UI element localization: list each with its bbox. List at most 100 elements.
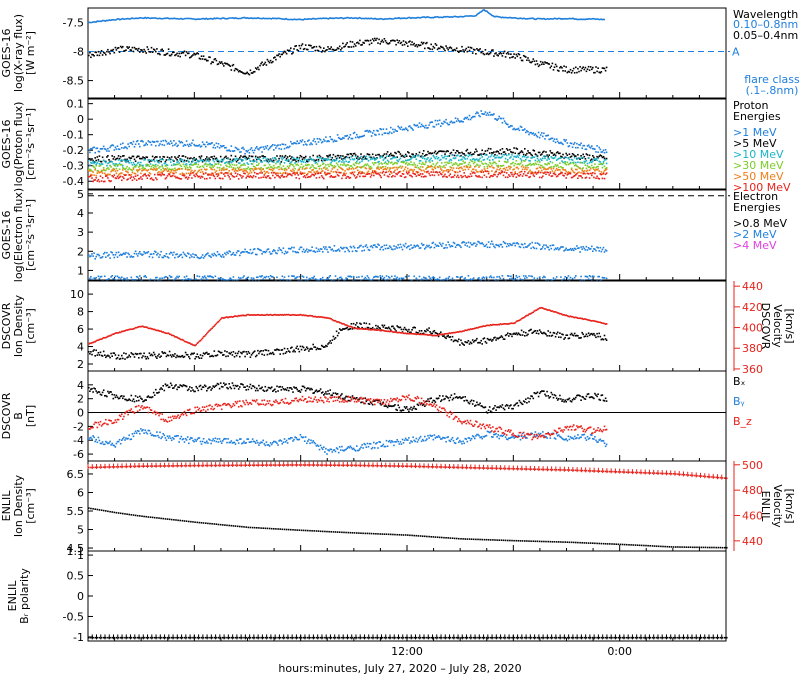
data-point <box>555 151 558 154</box>
data-point <box>539 154 542 156</box>
data-point <box>361 160 363 162</box>
data-point <box>247 173 250 175</box>
data-point <box>179 159 181 161</box>
data-point <box>452 167 455 169</box>
data-point <box>272 157 274 159</box>
data-point <box>522 275 525 277</box>
data-point <box>131 46 134 49</box>
data-point <box>259 156 261 158</box>
data-point <box>489 148 492 150</box>
data-point <box>228 170 230 172</box>
data-point <box>539 158 542 160</box>
data-point <box>135 48 138 50</box>
data-point <box>575 248 577 250</box>
data-point <box>311 169 313 171</box>
data-point <box>176 176 178 179</box>
data-point <box>379 248 381 251</box>
data-point <box>282 165 285 167</box>
data-point <box>428 47 430 50</box>
data-point <box>459 121 461 123</box>
y2-axis-label: DSCOVR Velocity [km/s] <box>759 303 796 350</box>
data-point <box>132 176 135 178</box>
legend-entry: >4 MeV <box>733 239 777 252</box>
data-point <box>151 140 154 143</box>
data-point <box>518 275 521 278</box>
data-point <box>92 54 94 56</box>
data-point <box>371 326 374 329</box>
data-point <box>429 158 431 161</box>
data-point <box>323 177 325 180</box>
data-point <box>517 127 520 130</box>
data-point <box>327 169 329 171</box>
data-point <box>300 44 303 47</box>
data-point <box>98 171 101 174</box>
data-point <box>330 279 332 281</box>
data-point <box>148 279 151 281</box>
data-point <box>397 326 399 328</box>
data-point <box>449 166 452 168</box>
data-point <box>251 251 254 254</box>
data-point <box>483 174 486 177</box>
data-point <box>194 162 196 164</box>
data-point <box>313 171 315 173</box>
data-point <box>517 174 520 177</box>
data-point <box>323 138 325 141</box>
data-point <box>361 135 363 138</box>
data-point <box>309 167 311 170</box>
data-point <box>387 276 390 278</box>
data-point <box>328 172 330 175</box>
data-point <box>320 175 323 177</box>
data-point <box>603 169 606 172</box>
data-point <box>346 168 348 170</box>
data-point <box>177 160 179 163</box>
data-point <box>310 166 312 168</box>
data-point <box>200 168 203 171</box>
data-point <box>280 167 283 169</box>
data-point <box>526 152 528 155</box>
data-point <box>352 132 355 135</box>
data-point <box>131 143 134 146</box>
data-point <box>548 63 550 65</box>
data-point <box>232 168 235 170</box>
data-point <box>248 152 251 154</box>
data-point <box>292 275 294 277</box>
data-point <box>279 144 281 146</box>
data-point <box>122 155 124 157</box>
data-point <box>484 162 487 165</box>
data-point <box>505 123 508 125</box>
data-point <box>466 116 469 119</box>
data-point <box>573 332 576 335</box>
data-point <box>121 354 123 357</box>
data-point <box>533 277 536 279</box>
data-point <box>222 145 224 147</box>
data-point <box>596 246 598 248</box>
data-point <box>446 279 448 281</box>
data-point <box>401 248 404 251</box>
data-point <box>91 174 93 176</box>
data-point <box>458 164 460 167</box>
data-point <box>289 173 291 175</box>
data-point <box>501 148 504 150</box>
data-point <box>360 166 362 169</box>
data-point <box>350 153 353 155</box>
data-point <box>182 173 185 175</box>
data-point <box>213 155 216 158</box>
data-point <box>110 251 112 253</box>
data-point <box>134 352 137 355</box>
data-point <box>370 328 373 330</box>
data-point <box>149 51 152 53</box>
data-point <box>147 140 150 142</box>
data-point <box>275 173 277 175</box>
data-point <box>553 248 556 251</box>
data-point <box>417 155 420 157</box>
data-point <box>275 162 277 165</box>
data-point <box>551 279 554 282</box>
data-point <box>196 52 199 54</box>
data-point <box>369 158 372 161</box>
data-point <box>282 352 285 355</box>
data-point <box>431 332 434 335</box>
data-point <box>586 154 589 156</box>
data-point <box>579 161 581 164</box>
data-point <box>394 128 396 131</box>
data-point <box>199 165 202 168</box>
